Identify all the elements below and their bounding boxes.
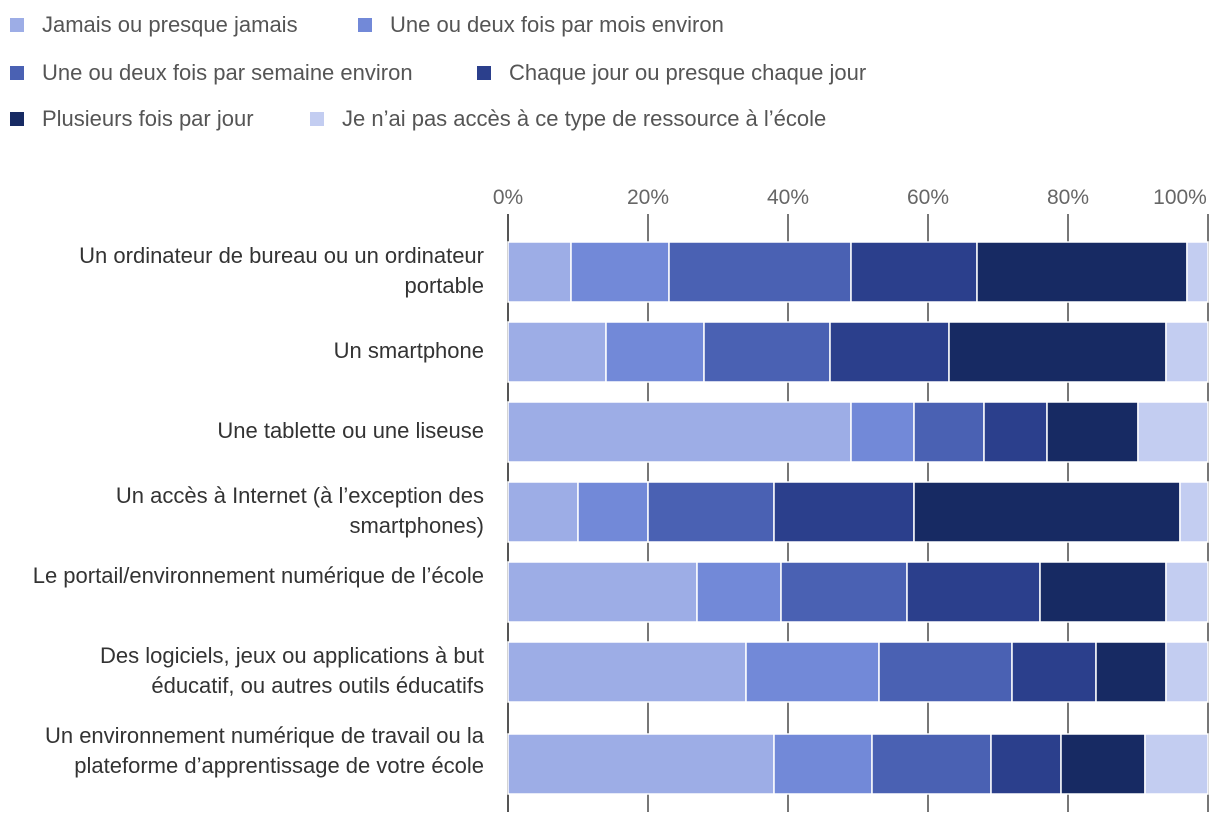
bar-segment-3-plusieurs [913, 481, 1181, 543]
category-label-internet: Un accès à Internet (à l’exception des s… [115, 483, 484, 538]
x-tick-label-0: 0% [493, 186, 523, 209]
bar-segment-4-jour [906, 561, 1041, 623]
legend-label-pas-acces: Je n’ai pas accès à ce type de ressource… [342, 106, 827, 131]
bar-segment-4-jamais [507, 561, 698, 623]
bar-segment-1-plusieurs [948, 321, 1167, 383]
bar-segment-1-jamais [507, 321, 607, 383]
bar-segment-5-semaine [878, 641, 1013, 703]
bar-segment-3-jamais [507, 481, 579, 543]
legend-item-mois: Une ou deux fois par mois environ [358, 12, 724, 38]
legend-label-plusieurs: Plusieurs fois par jour [42, 106, 254, 131]
bar-segment-0-plusieurs [976, 241, 1188, 303]
category-label-portail: Le portail/environnement numérique de l’… [32, 563, 484, 588]
bar-segment-1-semaine [703, 321, 831, 383]
bar-segment-3-pas-acces [1179, 481, 1209, 543]
legend-swatch-pas-acces [310, 112, 324, 126]
bar-segment-4-semaine [780, 561, 908, 623]
bar-segment-3-mois [577, 481, 649, 543]
bar-segment-1-pas-acces [1165, 321, 1209, 383]
bar-segment-6-jour [990, 733, 1062, 795]
legend-swatch-semaine [10, 66, 24, 80]
bar-segment-3-semaine [647, 481, 775, 543]
legend-label-jamais: Jamais ou presque jamais [42, 12, 298, 37]
legend-item-jour: Chaque jour ou presque chaque jour [477, 60, 866, 86]
bar-segment-2-plusieurs [1046, 401, 1139, 463]
bar-segment-6-pas-acces [1144, 733, 1209, 795]
category-label-logiciels: Des logiciels, jeux ou applications à bu… [99, 643, 484, 698]
bar-segment-5-jamais [507, 641, 747, 703]
category-label-smartphone: Un smartphone [333, 338, 484, 363]
bar-segment-5-jour [1011, 641, 1097, 703]
legend-item-pas-acces: Je n’ai pas accès à ce type de ressource… [310, 106, 826, 132]
category-label-ent: Un environnement numérique de travail ou… [44, 723, 484, 778]
bar-segment-4-pas-acces [1165, 561, 1209, 623]
legend-swatch-plusieurs [10, 112, 24, 126]
legend-label-semaine: Une ou deux fois par semaine environ [42, 60, 413, 85]
bar-segment-2-jamais [507, 401, 852, 463]
bar-segment-0-pas-acces [1186, 241, 1209, 303]
category-label-ordinateur: Un ordinateur de bureau ou un ordinateur… [79, 243, 484, 298]
bar-segment-0-semaine [668, 241, 852, 303]
bar-segment-5-mois [745, 641, 880, 703]
legend-label-mois: Une ou deux fois par mois environ [390, 12, 724, 37]
bar-segment-5-plusieurs [1095, 641, 1167, 703]
bar-segment-1-mois [605, 321, 705, 383]
x-tick-label-1: 20% [627, 186, 669, 209]
bar-segment-2-semaine [913, 401, 985, 463]
bar-segment-6-jamais [507, 733, 775, 795]
legend-item-plusieurs: Plusieurs fois par jour [10, 106, 254, 132]
x-tick-label-3: 60% [907, 186, 949, 209]
bar-segment-0-jamais [507, 241, 572, 303]
legend-swatch-jamais [10, 18, 24, 32]
legend-item-jamais: Jamais ou presque jamais [10, 12, 298, 38]
bar-segment-6-semaine [871, 733, 992, 795]
bar-segment-1-jour [829, 321, 950, 383]
bar-segment-0-mois [570, 241, 670, 303]
legend-swatch-jour [477, 66, 491, 80]
x-tick-label-5: 100% [1153, 186, 1207, 209]
bar-segment-6-mois [773, 733, 873, 795]
legend-item-semaine: Une ou deux fois par semaine environ [10, 60, 413, 86]
bar-segment-4-mois [696, 561, 782, 623]
bar-segment-0-jour [850, 241, 978, 303]
bar-segment-2-pas-acces [1137, 401, 1209, 463]
legend-swatch-mois [358, 18, 372, 32]
x-tick-label-2: 40% [767, 186, 809, 209]
bar-segment-4-plusieurs [1039, 561, 1167, 623]
x-tick-label-4: 80% [1047, 186, 1089, 209]
bar-segment-2-jour [983, 401, 1048, 463]
bar-segment-5-pas-acces [1165, 641, 1209, 703]
legend-label-jour: Chaque jour ou presque chaque jour [509, 60, 867, 85]
bar-segment-2-mois [850, 401, 915, 463]
category-label-tablette: Une tablette ou une liseuse [217, 418, 484, 443]
bar-segment-6-plusieurs [1060, 733, 1146, 795]
bar-segment-3-jour [773, 481, 915, 543]
